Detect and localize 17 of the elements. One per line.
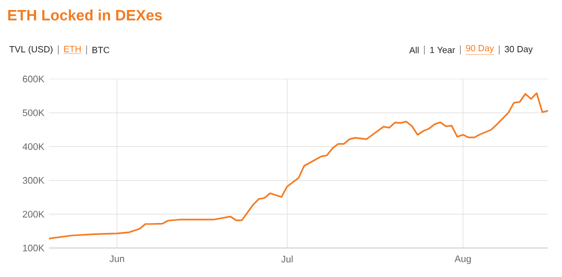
text: 30 Day — [504, 46, 533, 54]
text: 1 Year — [430, 46, 456, 54]
text: BTC — [92, 46, 110, 54]
x-tick-label: Jul — [281, 256, 293, 262]
x-tick-label: Jun — [110, 256, 124, 262]
y-tick-label: 500K — [22, 109, 44, 116]
chart-title: ETH Locked in DEXes — [8, 10, 162, 20]
text: All — [409, 46, 419, 54]
x-tick-label: Aug — [454, 256, 471, 264]
y-tick-label: 300K — [22, 177, 44, 184]
text: 90 Day — [466, 44, 494, 54]
text: ETH — [64, 46, 81, 52]
text: TVL (USD) — [9, 46, 52, 54]
y-tick-label: 400K — [22, 143, 44, 150]
y-tick-label: 100K — [23, 244, 44, 252]
y-tick-label: 600K — [22, 76, 44, 82]
y-tick-label: 200K — [22, 210, 44, 218]
